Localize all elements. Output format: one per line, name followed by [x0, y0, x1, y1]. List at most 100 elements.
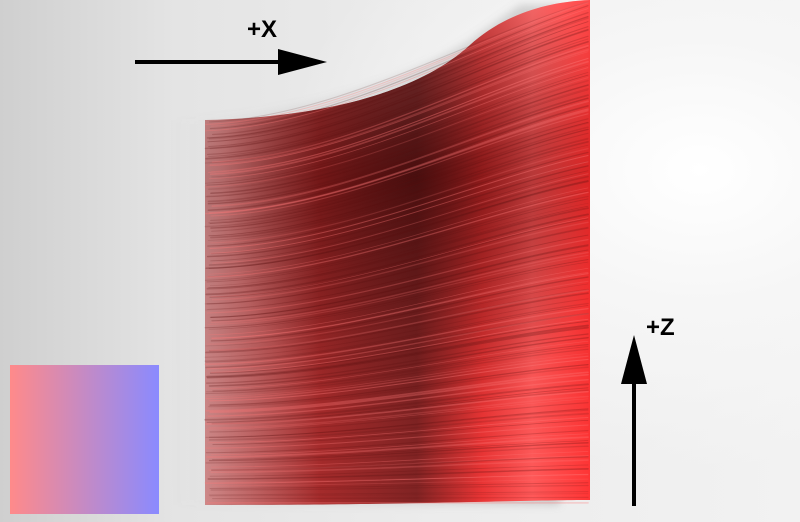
hair-strand	[205, 355, 589, 400]
hair-strand	[206, 436, 589, 458]
hair-strand	[211, 132, 589, 232]
hair-strand	[209, 288, 589, 352]
hair-strand	[210, 251, 589, 324]
hair-strand	[204, 383, 589, 421]
hair-strand	[208, 175, 589, 266]
hair-strand	[208, 180, 589, 269]
hair-strand	[210, 433, 589, 456]
hair-strand	[208, 254, 589, 325]
hair-strand	[210, 276, 589, 342]
hair-strand	[208, 412, 589, 441]
hair-strand	[209, 60, 589, 175]
hair-strand	[204, 110, 589, 215]
hair-strand	[208, 336, 589, 387]
hair-strand	[208, 137, 589, 237]
hair-strand	[209, 244, 589, 318]
hair-strand	[212, 478, 589, 487]
hair-strand	[208, 267, 589, 336]
hair-strand	[211, 273, 589, 339]
hair-strand	[207, 190, 589, 277]
hair-strand	[208, 366, 589, 408]
hair-strand	[209, 155, 589, 249]
hair-strand	[204, 46, 589, 164]
hair-strand	[205, 40, 589, 160]
hair-strand	[209, 364, 589, 406]
hair-strand	[204, 226, 589, 305]
hair-strand	[212, 344, 589, 392]
hair-strand	[208, 26, 589, 148]
hair-strand	[206, 324, 589, 378]
hair-strand	[210, 271, 589, 339]
hair-strand	[205, 398, 589, 430]
hair-strand	[205, 234, 589, 311]
hair-strand	[208, 395, 589, 429]
hair-strand	[207, 94, 589, 203]
hair-strand	[204, 126, 589, 228]
hair-strand	[210, 340, 589, 389]
hair-strand	[211, 64, 589, 178]
hair-strand	[209, 289, 589, 352]
hair-strand	[211, 100, 589, 208]
hair-strand	[212, 420, 589, 445]
color-gradient-swatch	[10, 365, 159, 514]
hair-strands	[204, 1, 589, 504]
hair-strand	[209, 122, 589, 224]
hair-strand	[205, 89, 589, 198]
hair-strand	[211, 221, 589, 301]
hair-strand	[210, 147, 589, 244]
hair-shading	[205, 0, 590, 505]
hair-strand	[207, 21, 589, 143]
hair-strand	[210, 84, 589, 194]
hair-strand	[205, 283, 589, 347]
hair-strand	[210, 140, 589, 239]
hair-strand	[208, 1, 589, 123]
hair-strand	[210, 170, 589, 262]
hair-strand	[212, 173, 589, 264]
hair-strand	[210, 451, 589, 468]
hair-strand	[210, 245, 589, 318]
hair-strand	[207, 105, 589, 212]
hair-strand	[210, 217, 589, 298]
hair-strand	[204, 474, 589, 484]
x-axis-label: +X	[247, 16, 278, 43]
hair-strand	[206, 387, 589, 423]
hair-strand	[210, 484, 589, 491]
hair-strand	[207, 378, 589, 417]
hair-strand	[209, 320, 589, 374]
hair-strand	[204, 298, 589, 358]
hair-strand	[206, 165, 589, 258]
hair-strand	[209, 464, 589, 477]
hair-strand	[208, 121, 589, 224]
hair-strand	[212, 440, 589, 460]
hair-strand	[207, 191, 589, 278]
hair-strand	[204, 29, 589, 150]
hair-strand	[204, 195, 589, 281]
hair-strand	[207, 280, 589, 345]
hair-strand	[207, 51, 589, 167]
hair-strand	[206, 313, 589, 370]
hair-strand	[206, 333, 589, 384]
hair-strand	[211, 58, 589, 172]
hair-strand	[208, 455, 589, 471]
hair-strand	[205, 346, 589, 393]
hair-strand	[208, 187, 589, 275]
hair-strand	[207, 35, 589, 155]
hair-strand	[211, 45, 589, 163]
hair-strand	[205, 8, 589, 132]
hair-strand	[209, 5, 589, 130]
hair-strand	[207, 151, 589, 247]
hair-strand	[207, 138, 589, 237]
hair-strand	[208, 442, 589, 462]
hair-strand	[209, 202, 589, 286]
hair-strand	[205, 371, 589, 412]
hair-strand	[206, 239, 589, 314]
hair-strand	[205, 305, 589, 363]
hair-strand	[209, 482, 589, 489]
hair-strand	[205, 292, 589, 354]
hair-strand	[210, 318, 589, 373]
hair-strand	[210, 118, 589, 222]
hair-strand	[206, 74, 589, 186]
hair-strand	[212, 496, 589, 500]
hair-strand	[207, 97, 589, 205]
